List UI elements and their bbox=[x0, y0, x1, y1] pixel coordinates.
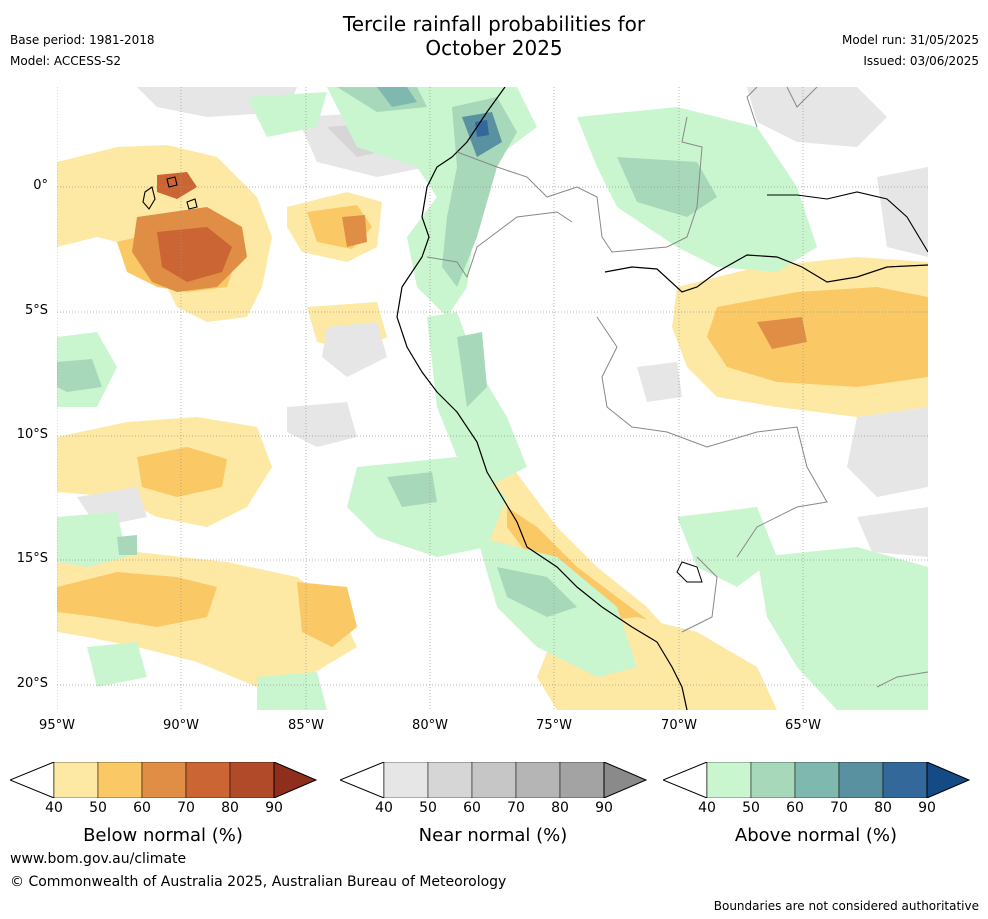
above-normal-title: Above normal (%) bbox=[734, 825, 898, 846]
near-tick-40: 40 bbox=[375, 800, 393, 816]
lon-label-75w: 75°W bbox=[536, 718, 572, 733]
below-tick-60: 60 bbox=[133, 800, 151, 816]
lat-label-10s: 10°S bbox=[16, 427, 48, 442]
map-panel[interactable] bbox=[57, 87, 928, 710]
above-normal-colorbar bbox=[663, 762, 971, 798]
above-tick-80: 80 bbox=[874, 800, 892, 816]
lon-label-65w: 65°W bbox=[785, 718, 821, 733]
probability-map bbox=[57, 87, 928, 710]
above-tick-50: 50 bbox=[742, 800, 760, 816]
galapagos-islands bbox=[142, 176, 198, 210]
footer-url-link[interactable]: www.bom.gov.au/climate bbox=[10, 851, 187, 867]
map-title: Tercile rainfall probabilities for Octob… bbox=[0, 12, 988, 60]
near-tick-90: 90 bbox=[595, 800, 613, 816]
above-normal-region bbox=[57, 87, 928, 710]
footer-boundary-note: Boundaries are not considered authoritat… bbox=[713, 899, 979, 913]
map-title-line1: Tercile rainfall probabilities for bbox=[342, 12, 646, 36]
rio-negro bbox=[767, 191, 928, 253]
lat-label-5s: 5°S bbox=[24, 303, 48, 318]
above-tick-40: 40 bbox=[698, 800, 716, 816]
above-tick-90: 90 bbox=[918, 800, 936, 816]
lat-label-15s: 15°S bbox=[16, 551, 48, 566]
near-normal-colorbar bbox=[340, 762, 648, 798]
graticule bbox=[57, 87, 928, 710]
near-tick-50: 50 bbox=[419, 800, 437, 816]
lon-label-80w: 80°W bbox=[412, 718, 448, 733]
lon-label-85w: 85°W bbox=[288, 718, 324, 733]
meta-left: Base period: 1981-2018 Model: ACCESS-S2 bbox=[10, 30, 155, 72]
near-tick-70: 70 bbox=[507, 800, 525, 816]
coastline bbox=[396, 87, 688, 710]
cbar-extend-high bbox=[273, 762, 318, 798]
lat-label-20s: 20°S bbox=[16, 676, 48, 691]
below-tick-90: 90 bbox=[265, 800, 283, 816]
below-tick-40: 40 bbox=[45, 800, 63, 816]
lat-label-0: 0° bbox=[33, 178, 48, 193]
near-tick-80: 80 bbox=[551, 800, 569, 816]
lon-label-90w: 90°W bbox=[163, 718, 199, 733]
above-tick-70: 70 bbox=[830, 800, 848, 816]
near-tick-60: 60 bbox=[463, 800, 481, 816]
country-borders bbox=[426, 87, 928, 688]
base-period-text: Base period: 1981-2018 bbox=[10, 33, 155, 47]
below-tick-70: 70 bbox=[177, 800, 195, 816]
below-tick-50: 50 bbox=[89, 800, 107, 816]
cbar-extend-low bbox=[10, 762, 55, 798]
map-title-line2: October 2025 bbox=[425, 36, 563, 60]
near-normal-title: Near normal (%) bbox=[418, 825, 568, 846]
model-run-text: Model run: 31/05/2025 bbox=[841, 33, 979, 47]
amazon-river bbox=[604, 254, 928, 293]
lake-titicaca bbox=[676, 561, 703, 583]
model-text: Model: ACCESS-S2 bbox=[10, 54, 122, 68]
lon-label-70w: 70°W bbox=[661, 718, 697, 733]
meta-right: Model run: 31/05/2025 Issued: 03/06/2025 bbox=[842, 30, 979, 72]
below-tick-80: 80 bbox=[221, 800, 239, 816]
issued-text: Issued: 03/06/2025 bbox=[863, 54, 979, 68]
below-normal-title: Below normal (%) bbox=[83, 825, 243, 846]
lon-label-95w: 95°W bbox=[39, 718, 75, 733]
below-normal-colorbar bbox=[10, 762, 318, 798]
above-tick-60: 60 bbox=[786, 800, 804, 816]
footer-copyright: © Commonwealth of Australia 2025, Austra… bbox=[10, 874, 507, 890]
